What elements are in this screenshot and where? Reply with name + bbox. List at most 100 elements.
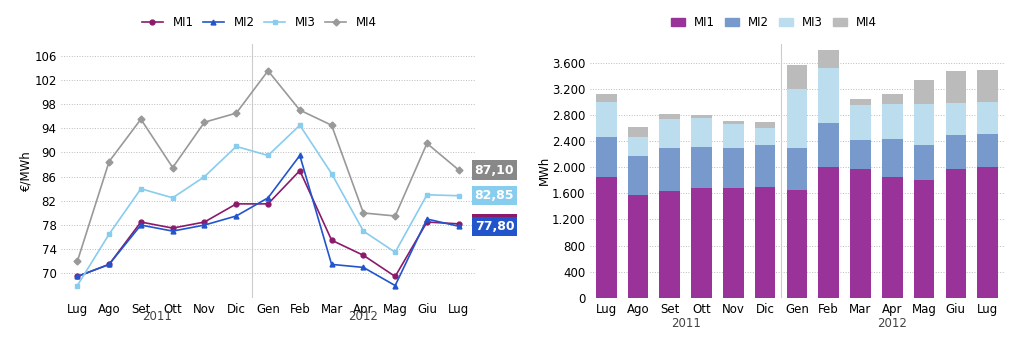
MI2 <box>453 224 465 228</box>
Y-axis label: €/MWh: €/MWh <box>19 150 33 191</box>
Bar <box>596 137 616 177</box>
Line: MI1: MI1 <box>75 168 461 279</box>
MI3 <box>453 193 465 198</box>
Bar <box>755 187 775 298</box>
MI2 <box>135 223 147 227</box>
MI4 <box>135 117 147 121</box>
Bar <box>628 195 648 298</box>
Bar <box>691 118 712 147</box>
Bar <box>913 80 934 103</box>
Bar <box>659 191 680 298</box>
Bar <box>977 167 998 298</box>
MI2 <box>230 214 243 218</box>
MI1 <box>230 202 243 206</box>
Bar <box>818 50 839 68</box>
MI1 <box>453 222 465 226</box>
Bar <box>691 188 712 298</box>
Bar <box>659 148 680 191</box>
MI4 <box>199 120 211 125</box>
Text: 2012: 2012 <box>878 317 907 330</box>
MI4 <box>421 141 433 146</box>
MI2 <box>167 229 179 233</box>
MI2 <box>72 274 84 279</box>
Bar <box>723 188 743 298</box>
Bar <box>818 68 839 123</box>
Bar <box>913 145 934 180</box>
MI3 <box>326 171 338 176</box>
Text: 77,80: 77,80 <box>475 220 514 233</box>
MI4 <box>103 159 116 164</box>
Bar <box>628 137 648 156</box>
MI3 <box>230 144 243 148</box>
Bar <box>977 134 998 167</box>
Bar <box>596 102 616 137</box>
MI1 <box>199 220 211 224</box>
MI1 <box>167 226 179 230</box>
MI3 <box>294 123 306 127</box>
Bar <box>977 70 998 102</box>
Bar <box>596 177 616 298</box>
Bar <box>755 145 775 187</box>
Bar <box>596 94 616 102</box>
Bar <box>882 139 902 177</box>
Bar <box>628 156 648 195</box>
Text: 87,10: 87,10 <box>475 163 514 176</box>
MI1 <box>72 274 84 279</box>
Bar <box>850 99 870 105</box>
Text: 2011: 2011 <box>671 317 700 330</box>
MI4 <box>262 69 274 73</box>
Bar <box>882 177 902 298</box>
Y-axis label: MWh: MWh <box>538 156 551 185</box>
MI1 <box>421 220 433 224</box>
Text: 82,85: 82,85 <box>475 189 514 202</box>
MI2 <box>389 284 401 288</box>
Bar <box>659 119 680 148</box>
MI1 <box>262 202 274 206</box>
Bar <box>913 103 934 145</box>
Bar <box>786 148 807 190</box>
Bar <box>659 114 680 119</box>
Text: 2012: 2012 <box>348 310 378 323</box>
Bar <box>786 89 807 148</box>
Bar <box>850 169 870 298</box>
MI3 <box>135 187 147 191</box>
Bar <box>882 94 902 103</box>
Bar <box>945 135 967 169</box>
Bar <box>786 65 807 89</box>
MI4 <box>326 123 338 127</box>
Bar <box>850 105 870 140</box>
MI3 <box>421 193 433 197</box>
MI1 <box>357 253 370 257</box>
Line: MI2: MI2 <box>75 153 461 288</box>
MI3 <box>103 232 116 236</box>
MI4 <box>167 166 179 170</box>
Bar <box>691 115 712 118</box>
Bar <box>945 103 967 135</box>
MI2 <box>326 262 338 266</box>
MI2 <box>421 217 433 221</box>
Bar <box>723 125 743 148</box>
Bar <box>628 127 648 137</box>
MI3 <box>262 153 274 158</box>
MI1 <box>294 168 306 173</box>
Line: MI3: MI3 <box>75 123 461 288</box>
MI4 <box>453 168 465 172</box>
MI1 <box>389 274 401 279</box>
Text: 2011: 2011 <box>142 310 172 323</box>
Bar <box>691 147 712 188</box>
Bar <box>977 102 998 134</box>
Bar <box>723 121 743 125</box>
MI3 <box>389 250 401 254</box>
Legend: MI1, MI2, MI3, MI4: MI1, MI2, MI3, MI4 <box>141 16 377 29</box>
MI2 <box>262 196 274 200</box>
Text: 78,20: 78,20 <box>475 217 514 231</box>
MI3 <box>199 175 211 179</box>
Line: MI4: MI4 <box>75 68 461 264</box>
MI2 <box>103 262 116 266</box>
Legend: MI1, MI2, MI3, MI4: MI1, MI2, MI3, MI4 <box>671 16 878 29</box>
MI4 <box>230 111 243 115</box>
Bar <box>818 123 839 167</box>
Bar <box>850 140 870 169</box>
MI4 <box>357 211 370 215</box>
MI2 <box>199 223 211 227</box>
